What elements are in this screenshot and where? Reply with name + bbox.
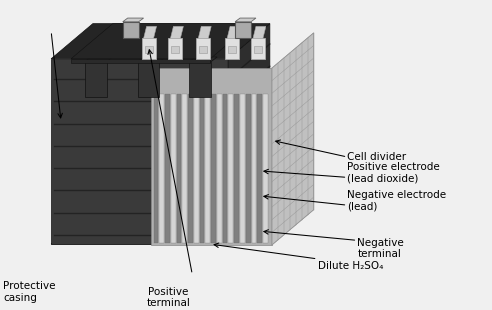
- Polygon shape: [168, 38, 183, 59]
- Polygon shape: [223, 94, 227, 243]
- Polygon shape: [123, 22, 139, 38]
- Polygon shape: [228, 94, 233, 243]
- Polygon shape: [263, 94, 268, 243]
- Polygon shape: [272, 33, 313, 245]
- Polygon shape: [217, 94, 222, 243]
- Polygon shape: [170, 26, 184, 38]
- Polygon shape: [235, 22, 251, 38]
- Text: Positive electrode
(lead dioxide): Positive electrode (lead dioxide): [347, 162, 440, 184]
- Polygon shape: [142, 38, 155, 59]
- Polygon shape: [240, 94, 245, 243]
- Polygon shape: [85, 62, 107, 97]
- Polygon shape: [183, 94, 187, 243]
- Text: Cell divider: Cell divider: [347, 152, 406, 162]
- Text: Protective
casing: Protective casing: [3, 281, 56, 303]
- Polygon shape: [198, 26, 211, 38]
- Polygon shape: [189, 57, 217, 62]
- Polygon shape: [85, 57, 113, 62]
- Polygon shape: [138, 62, 159, 97]
- Text: Negative
terminal: Negative terminal: [357, 237, 404, 259]
- Polygon shape: [144, 26, 156, 38]
- Polygon shape: [189, 62, 211, 97]
- Polygon shape: [251, 94, 256, 243]
- Polygon shape: [51, 24, 270, 59]
- Text: Dilute H₂SO₄: Dilute H₂SO₄: [318, 261, 383, 271]
- Polygon shape: [71, 24, 252, 59]
- Polygon shape: [188, 94, 193, 243]
- Polygon shape: [51, 59, 228, 244]
- Polygon shape: [151, 68, 272, 245]
- Polygon shape: [246, 94, 250, 243]
- Polygon shape: [199, 46, 207, 53]
- Polygon shape: [138, 57, 165, 62]
- Polygon shape: [253, 26, 266, 38]
- Polygon shape: [71, 59, 210, 64]
- Polygon shape: [254, 46, 262, 53]
- Polygon shape: [51, 209, 270, 244]
- Polygon shape: [196, 38, 210, 59]
- Polygon shape: [194, 94, 199, 243]
- Polygon shape: [165, 94, 170, 243]
- Polygon shape: [228, 24, 270, 244]
- Text: Positive
terminal: Positive terminal: [147, 287, 190, 308]
- Polygon shape: [251, 38, 265, 59]
- Polygon shape: [228, 46, 236, 53]
- Polygon shape: [171, 46, 180, 53]
- Polygon shape: [211, 94, 216, 243]
- Polygon shape: [123, 18, 144, 22]
- Polygon shape: [225, 38, 239, 59]
- Text: Negative electrode
(lead): Negative electrode (lead): [347, 190, 447, 211]
- Polygon shape: [171, 94, 176, 243]
- Polygon shape: [257, 94, 262, 243]
- Polygon shape: [154, 94, 158, 243]
- Polygon shape: [159, 94, 164, 243]
- Polygon shape: [200, 94, 204, 243]
- Polygon shape: [177, 94, 182, 243]
- Polygon shape: [145, 46, 153, 53]
- Polygon shape: [235, 18, 256, 22]
- Polygon shape: [206, 94, 210, 243]
- Polygon shape: [227, 26, 240, 38]
- Polygon shape: [234, 94, 239, 243]
